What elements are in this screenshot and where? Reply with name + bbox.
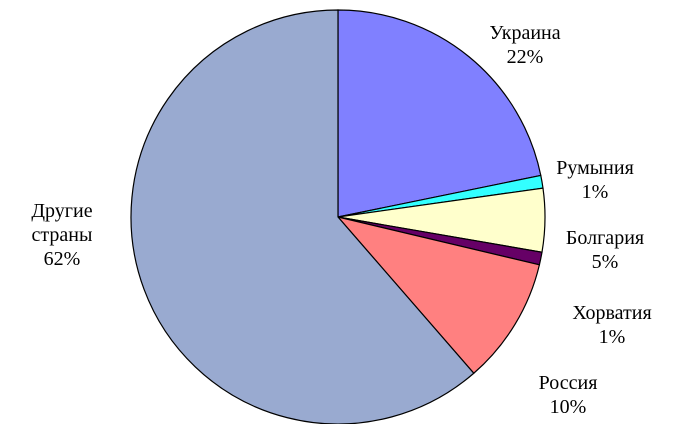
- category-label: Румыния: [556, 157, 634, 179]
- category-label: Россия: [538, 372, 598, 394]
- pie-slice: [130, 9, 475, 424]
- category-label: Другие страны: [31, 200, 93, 246]
- value-label: 1%: [581, 181, 609, 203]
- slice-label: Хорватия 1%: [552, 301, 672, 349]
- slice-label: Румыния 1%: [535, 156, 655, 204]
- slice-label: Россия 10%: [508, 371, 628, 419]
- value-label: 1%: [598, 326, 626, 348]
- value-label: 62%: [43, 248, 81, 270]
- pie-slice: [336, 215, 541, 375]
- slice-label: Украина 22%: [465, 21, 585, 69]
- category-label: Хорватия: [572, 302, 652, 324]
- category-label: Украина: [489, 22, 561, 44]
- value-label: 10%: [549, 396, 587, 418]
- slice-label: Другие страны 62%: [22, 199, 102, 271]
- category-label: Болгария: [565, 227, 645, 249]
- value-label: 22%: [506, 46, 544, 68]
- pie-slice: [337, 9, 542, 218]
- slice-label: Болгария 5%: [545, 226, 665, 274]
- value-label: 5%: [591, 251, 619, 273]
